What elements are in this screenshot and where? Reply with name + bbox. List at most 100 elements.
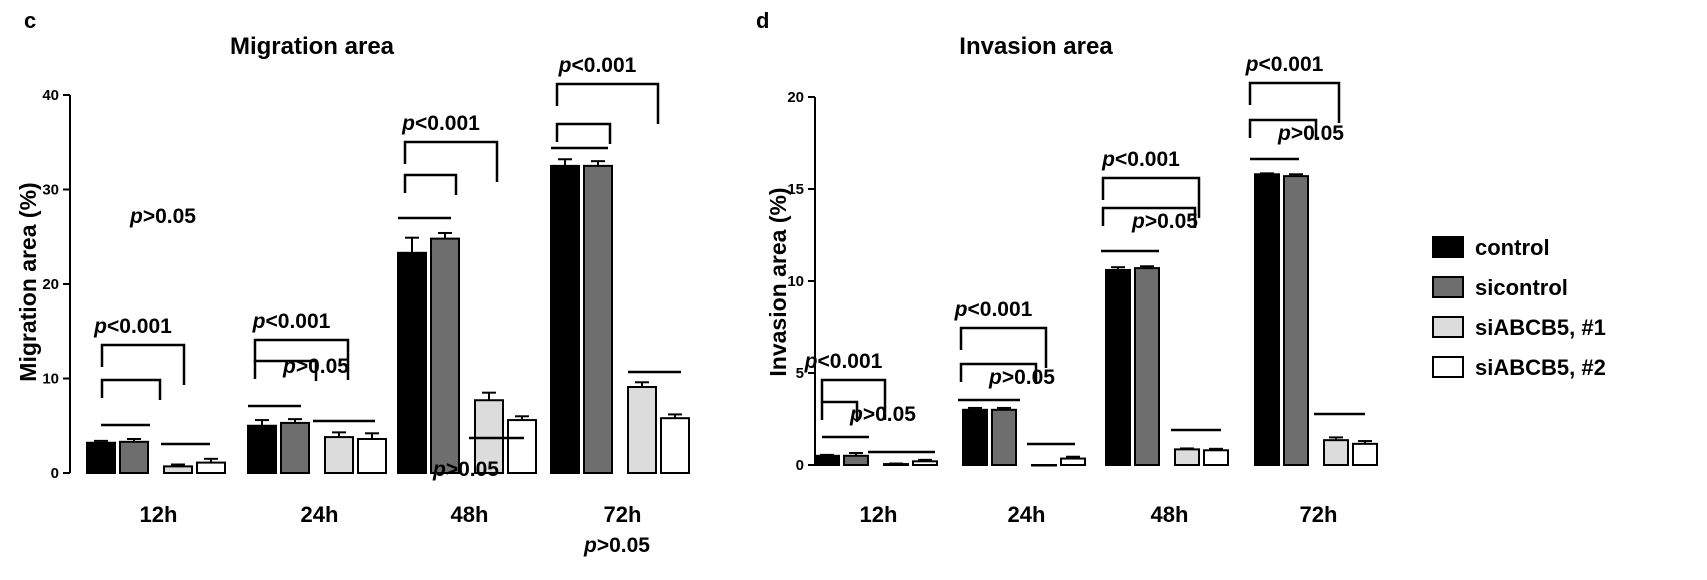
bar — [163, 465, 193, 475]
x-tick-label: 48h — [1151, 502, 1189, 527]
panel-letter-c: c — [24, 8, 36, 33]
plot-area: 0 5 10 15 20 12h 24h 48h 72h p<0.001 p>0.05 p<0.001… — [787, 53, 1378, 527]
legend-swatch — [1432, 276, 1464, 298]
significance-bracket — [403, 173, 458, 195]
plot-area: 0 10 20 30 40 12h 24h 48h 72h p<0.001 p>0.05 p<0.00… — [42, 54, 690, 557]
significance-bracket — [820, 378, 887, 420]
y-tick-label: 20 — [42, 276, 59, 293]
p-value-label: p<0.001 — [252, 310, 331, 333]
x-tick-label: 24h — [301, 502, 339, 527]
y-tick-label: 10 — [42, 371, 59, 388]
bar — [627, 386, 657, 475]
invasion-chart-panel: d Invasion area Invasion area (%) 0 5 10 15… — [756, 8, 1378, 527]
bar — [397, 251, 427, 474]
bar — [86, 441, 116, 475]
bar — [991, 408, 1017, 466]
bar — [1254, 173, 1280, 466]
bar — [280, 421, 310, 475]
x-tick-label: 12h — [860, 502, 898, 527]
significance-bracket — [253, 359, 318, 381]
bar — [507, 419, 537, 474]
p-value-label: p<0.001 — [804, 350, 883, 373]
bar — [1134, 267, 1160, 466]
p-value-label: p<0.001 — [954, 298, 1033, 321]
chart-title: Migration area — [230, 33, 395, 60]
bar — [1060, 457, 1086, 466]
significance-bracket — [555, 122, 612, 144]
y-tick-label: 10 — [787, 273, 804, 290]
migration-chart-panel: c Migration area Migration area (%) 0 10 2… — [15, 8, 690, 557]
bar — [1105, 268, 1131, 466]
bar — [1174, 448, 1200, 466]
bar — [1203, 449, 1229, 466]
p-value-label: p<0.001 — [401, 112, 480, 135]
significance-bracket — [1248, 118, 1318, 140]
significance-bracket — [100, 378, 162, 400]
bar — [430, 237, 460, 474]
significance-bracket — [959, 326, 1048, 368]
y-tick-label: 5 — [796, 365, 804, 382]
bar — [357, 437, 387, 475]
bar — [583, 164, 613, 474]
p-value-label: p>0.05 — [1277, 122, 1344, 145]
bar — [814, 454, 840, 466]
legend-swatch — [1432, 236, 1464, 258]
legend-label: siABCB5, #2 — [1475, 355, 1606, 380]
bar — [1352, 442, 1378, 466]
bar — [550, 164, 580, 474]
bar — [247, 424, 277, 474]
bar — [912, 460, 938, 467]
bar — [324, 436, 354, 474]
panel-letter-d: d — [756, 8, 769, 33]
p-value-label: p<0.001 — [1245, 53, 1324, 76]
y-axis-label: Invasion area (%) — [765, 187, 791, 376]
p-value-label: p<0.001 — [93, 315, 172, 338]
x-tick-label: 24h — [1008, 502, 1046, 527]
y-tick-label: 0 — [51, 465, 59, 482]
bar — [474, 399, 504, 474]
significance-bracket — [820, 400, 859, 422]
significance-bracket — [1248, 81, 1341, 123]
p-value-label: p>0.05 — [583, 534, 650, 557]
significance-bracket — [403, 140, 499, 182]
p-value-label: p>0.05 — [849, 403, 916, 426]
legend-swatch — [1432, 356, 1464, 378]
y-axis-label: Migration area (%) — [15, 182, 41, 381]
p-value-label: p<0.001 — [558, 54, 637, 77]
legend-swatch — [1432, 316, 1464, 338]
significance-bracket — [1101, 176, 1201, 218]
y-tick-label: 15 — [787, 181, 804, 198]
bar — [1323, 439, 1349, 467]
significance-bracket — [100, 343, 186, 385]
p-value-label: p<0.001 — [1101, 148, 1180, 171]
p-value-label: p>0.05 — [988, 366, 1055, 389]
significance-bracket — [1101, 206, 1197, 228]
p-value-label: p>0.05 — [432, 458, 499, 481]
bar — [660, 417, 690, 475]
y-tick-label: 40 — [42, 87, 59, 104]
y-tick-label: 30 — [42, 182, 59, 199]
p-value-label: p>0.05 — [129, 205, 196, 228]
legend-label: control — [1475, 235, 1550, 260]
bar — [1283, 175, 1309, 466]
p-value-label: p>0.05 — [1131, 210, 1198, 233]
chart-legend: control sicontrol siABCB5, #1 siABCB5, #2 — [1432, 235, 1606, 380]
significance-bracket — [959, 362, 1038, 384]
chart-title: Invasion area — [959, 33, 1113, 60]
x-tick-label: 48h — [451, 502, 489, 527]
x-tick-label: 72h — [1300, 502, 1338, 527]
bar — [119, 440, 149, 475]
bar — [843, 454, 869, 466]
x-tick-label: 12h — [140, 502, 178, 527]
legend-label: siABCB5, #1 — [1475, 315, 1606, 340]
x-tick-label: 72h — [604, 502, 642, 527]
significance-bracket — [555, 82, 660, 124]
bar — [962, 408, 988, 466]
bar — [196, 461, 226, 475]
y-tick-label: 0 — [796, 457, 804, 474]
y-tick-label: 20 — [787, 89, 804, 106]
legend-label: sicontrol — [1475, 275, 1568, 300]
p-value-label: p>0.05 — [282, 355, 349, 378]
significance-bracket — [253, 338, 350, 380]
